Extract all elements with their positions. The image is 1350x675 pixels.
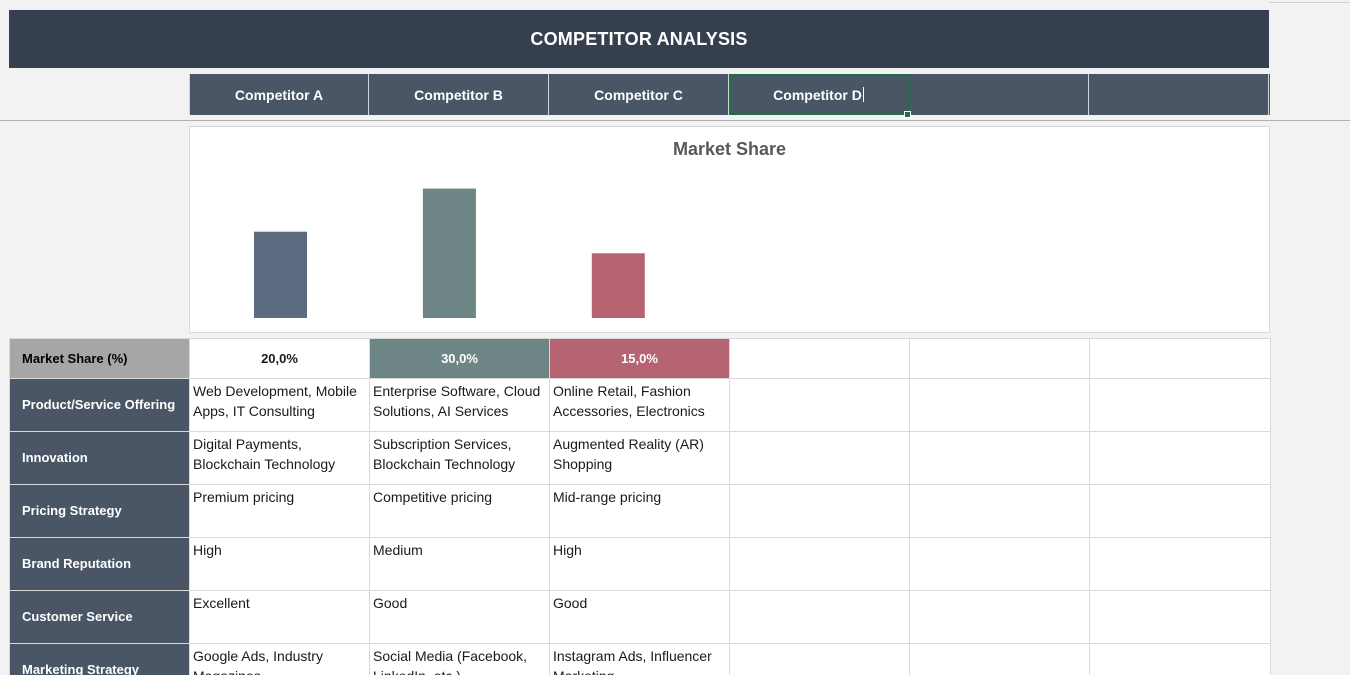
table-cell[interactable]: [729, 338, 910, 379]
table-cell[interactable]: High: [549, 537, 730, 591]
table-cell[interactable]: [1089, 338, 1271, 379]
text-cursor: [862, 87, 864, 102]
analysis-table: Market Share (%) 20,0% 30,0% 15,0% Product/S…: [9, 338, 1271, 675]
table-row: Market Share (%) 20,0% 30,0% 15,0%: [9, 338, 1271, 379]
row-label[interactable]: Market Share (%): [9, 338, 190, 379]
table-cell[interactable]: [1089, 537, 1271, 591]
table-cell[interactable]: [909, 590, 1090, 644]
table-cell[interactable]: Medium: [369, 537, 550, 591]
table-cell[interactable]: [729, 643, 910, 675]
row-label[interactable]: Product/Service Offering: [9, 378, 190, 432]
table-row: Pricing Strategy Premium pricing Competiti…: [9, 484, 1271, 538]
table-cell[interactable]: [729, 537, 910, 591]
competitor-d-text: Competitor D: [773, 86, 862, 103]
table-cell[interactable]: Social Media (Facebook, LinkedIn, etc.): [369, 643, 550, 675]
table-cell[interactable]: [729, 484, 910, 538]
table-cell[interactable]: High: [189, 537, 370, 591]
row-label[interactable]: Brand Reputation: [9, 537, 190, 591]
table-cell[interactable]: [1089, 431, 1271, 485]
row-label[interactable]: Innovation: [9, 431, 190, 485]
table-cell[interactable]: [1089, 643, 1271, 675]
table-cell[interactable]: [729, 431, 910, 485]
competitor-header-row: Competitor A Competitor B Competitor C C…: [189, 74, 1270, 118]
table-cell[interactable]: Good: [369, 590, 550, 644]
table-cell[interactable]: Good: [549, 590, 730, 644]
competitor-b-header[interactable]: Competitor B: [369, 74, 549, 115]
table-cell[interactable]: Mid-range pricing: [549, 484, 730, 538]
bar-3[interactable]: [591, 253, 645, 318]
table-row: Customer Service Excellent Good Good: [9, 590, 1271, 644]
table-cell[interactable]: [729, 378, 910, 432]
divider: [1269, 2, 1350, 3]
table-cell[interactable]: [909, 338, 1090, 379]
table-cell[interactable]: [1089, 378, 1271, 432]
bar-1[interactable]: [254, 231, 307, 318]
table-cell[interactable]: [1089, 590, 1271, 644]
table-cell[interactable]: Web Development, Mobile Apps, IT Consult…: [189, 378, 370, 432]
competitor-d-header[interactable]: Competitor D: [729, 74, 911, 118]
table-cell[interactable]: 15,0%: [549, 338, 730, 379]
page-title: COMPETITOR ANALYSIS: [9, 10, 1269, 68]
row-label[interactable]: Pricing Strategy: [9, 484, 190, 538]
competitor-c-header[interactable]: Competitor C: [549, 74, 729, 115]
table-cell[interactable]: [729, 590, 910, 644]
competitor-a-header[interactable]: Competitor A: [189, 74, 369, 115]
table-row: Brand Reputation High Medium High: [9, 537, 1271, 591]
table-row: Innovation Digital Payments, Blockchain T…: [9, 431, 1271, 485]
table-cell[interactable]: [1089, 484, 1271, 538]
market-share-chart[interactable]: Market Share: [189, 126, 1270, 333]
competitor-e-header[interactable]: [909, 74, 1089, 115]
table-cell[interactable]: [909, 431, 1090, 485]
table-cell[interactable]: [909, 484, 1090, 538]
table-cell[interactable]: Premium pricing: [189, 484, 370, 538]
table-cell[interactable]: Google Ads, Industry Magazines: [189, 643, 370, 675]
table-cell[interactable]: Excellent: [189, 590, 370, 644]
table-cell[interactable]: Augmented Reality (AR) Shopping: [549, 431, 730, 485]
table-cell[interactable]: [909, 378, 1090, 432]
table-cell[interactable]: [909, 537, 1090, 591]
competitor-f-header[interactable]: [1089, 74, 1269, 115]
table-cell[interactable]: 30,0%: [369, 338, 550, 379]
chart-plot: [254, 188, 645, 318]
row-label[interactable]: Customer Service: [9, 590, 190, 644]
table-cell[interactable]: Instagram Ads, Influencer Marketing: [549, 643, 730, 675]
table-cell[interactable]: Enterprise Software, Cloud Solutions, AI…: [369, 378, 550, 432]
bar-2[interactable]: [422, 188, 476, 318]
table-cell[interactable]: Online Retail, Fashion Accessories, Elec…: [549, 378, 730, 432]
table-cell[interactable]: Digital Payments, Blockchain Technology: [189, 431, 370, 485]
divider: [0, 120, 1350, 121]
table-cell[interactable]: 20,0%: [189, 338, 370, 379]
table-cell[interactable]: [909, 643, 1090, 675]
row-label[interactable]: Marketing Strategy: [9, 643, 190, 675]
chart-title: Market Share: [672, 139, 787, 159]
table-row: Product/Service Offering Web Development,…: [9, 378, 1271, 432]
table-cell[interactable]: Competitive pricing: [369, 484, 550, 538]
table-cell[interactable]: Subscription Services, Blockchain Techno…: [369, 431, 550, 485]
